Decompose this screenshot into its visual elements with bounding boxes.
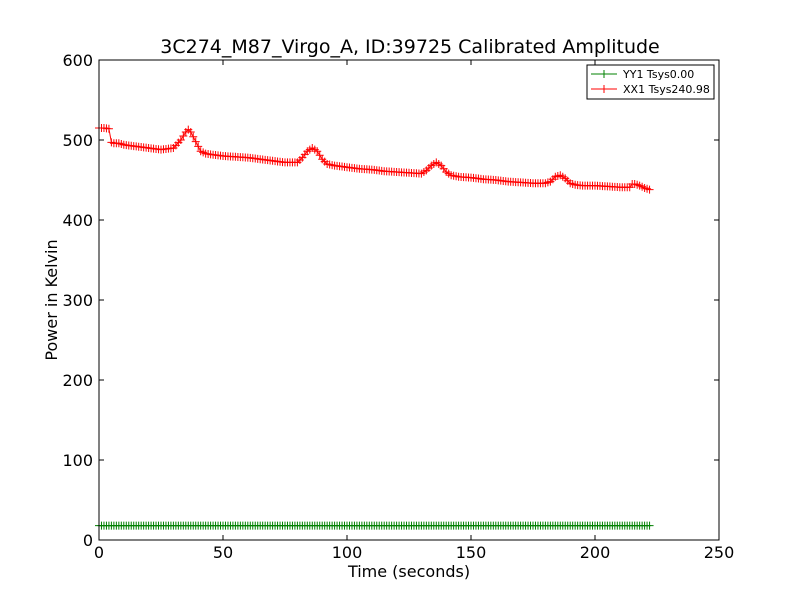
series-markers <box>95 521 654 530</box>
y-tick-label: 200 <box>62 371 93 390</box>
legend-marker-xx1 <box>600 85 608 93</box>
legend-marker-yy1 <box>600 70 608 78</box>
data-point <box>186 128 195 136</box>
chart-title: 3C274_M87_Virgo_A, ID:39725 Calibrated A… <box>160 36 660 58</box>
data-point <box>104 124 113 133</box>
legend-box <box>586 64 715 100</box>
x-axis-label: Time (seconds) <box>347 562 470 581</box>
x-tick-label: 200 <box>580 543 611 562</box>
y-tick-label: 0 <box>83 531 93 550</box>
data-point <box>194 142 203 151</box>
ticks-layer: 0 50 100 150 200 250 0 100 200 300 400 500 600 <box>62 51 734 562</box>
x-tick-label: 0 <box>94 543 104 562</box>
data-point <box>645 185 654 194</box>
x-tick-label: 50 <box>213 543 233 562</box>
y-axis-label: Power in Kelvin <box>42 239 61 360</box>
legend-label-yy1: YY1 Tsys0.00 <box>622 68 694 81</box>
y-tick-label: 500 <box>62 131 93 150</box>
x-tick-label: 250 <box>704 543 735 562</box>
legend-label-xx1: XX1 Tsys240.98 <box>623 83 710 96</box>
y-tick-label: 400 <box>62 211 93 230</box>
y-tick-label: 100 <box>62 451 93 470</box>
series-0 <box>95 521 654 530</box>
x-tick-label: 100 <box>332 543 363 562</box>
data-point <box>189 132 198 141</box>
y-tick-label: 300 <box>62 291 93 310</box>
legend: YY1 Tsys0.00 XX1 Tsys240.98 <box>586 64 715 100</box>
data-point <box>645 521 654 530</box>
x-tick-label: 150 <box>456 543 487 562</box>
y-tick-label: 600 <box>62 51 93 70</box>
data-point <box>191 137 200 146</box>
